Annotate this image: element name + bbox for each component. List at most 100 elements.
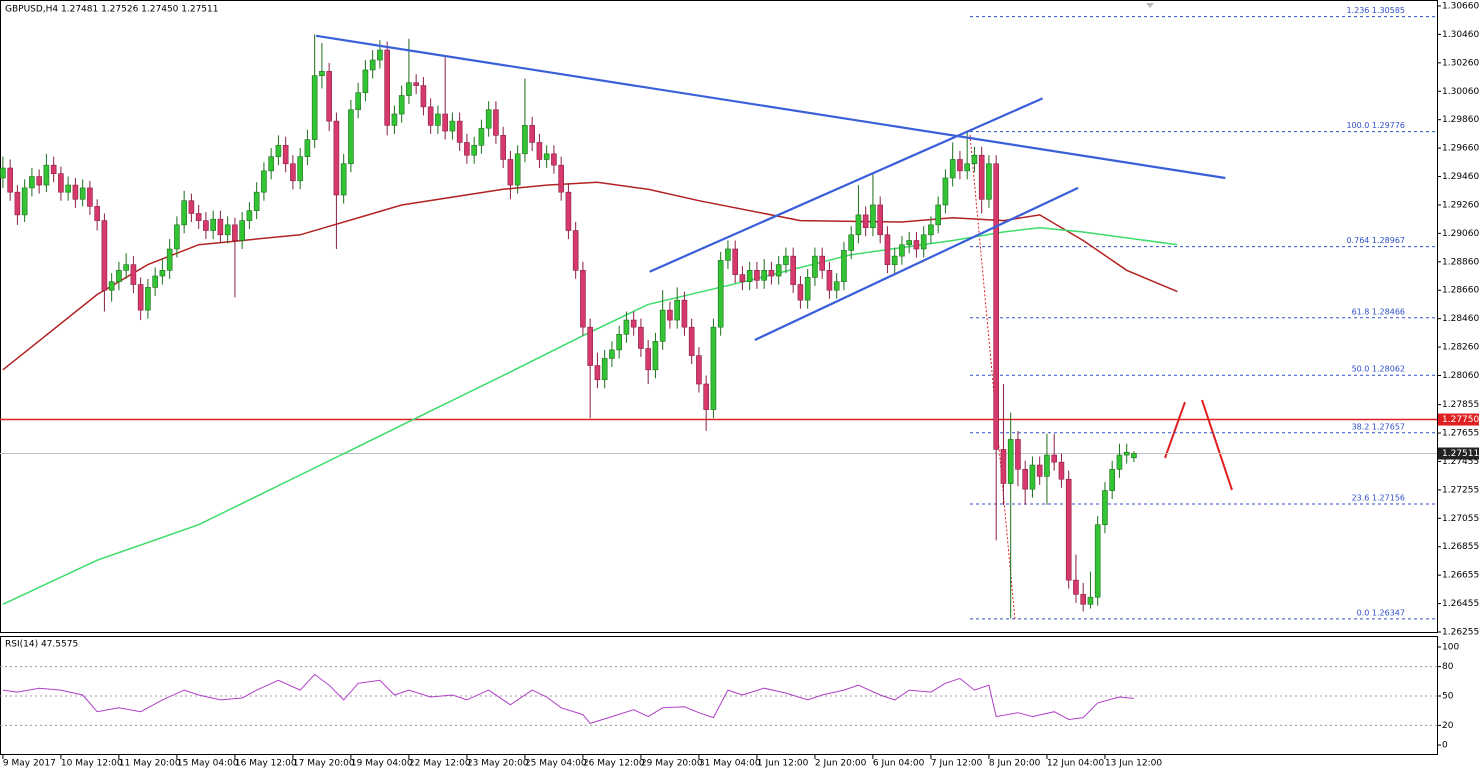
- candle-body: [783, 255, 789, 265]
- candle-body: [674, 299, 680, 321]
- candle-body: [804, 277, 811, 301]
- candle-body: [485, 109, 492, 129]
- candle-body: [833, 281, 840, 291]
- candle-body: [1087, 596, 1094, 605]
- candle-body: [855, 214, 862, 236]
- candle-body: [797, 284, 804, 301]
- candle-body: [899, 244, 905, 257]
- candle-body: [616, 333, 622, 351]
- candle-body: [420, 85, 427, 108]
- candle-body: [681, 299, 688, 328]
- candle-body: [377, 49, 383, 61]
- resistance-price-label: 1.27750: [1442, 415, 1479, 425]
- y-tick-label: 1.29060: [1442, 229, 1479, 239]
- x-tick-label: 26 May 12:00: [583, 759, 645, 769]
- candle-body: [435, 113, 441, 126]
- y-tick-label: 1.26855: [1442, 542, 1479, 552]
- last-price-box: [1438, 447, 1479, 460]
- fib-label: 0.764 1.28967: [1346, 236, 1405, 245]
- candle-body: [362, 69, 369, 93]
- candle-body: [1015, 439, 1021, 470]
- candle-body: [565, 191, 572, 231]
- x-tick-label: 16 May 12:00: [235, 759, 297, 769]
- y-tick-label: 1.30060: [1442, 87, 1479, 97]
- fib-label: 100.0 1.29776: [1346, 121, 1405, 130]
- candle-body: [1022, 468, 1028, 490]
- candle-body: [543, 153, 550, 160]
- candle-body: [348, 109, 354, 165]
- y-tick-label: 1.30460: [1442, 30, 1479, 40]
- candle-body: [333, 120, 340, 196]
- candle-body: [1080, 594, 1086, 605]
- candle-body: [739, 274, 746, 282]
- resistance-price-box: [1438, 413, 1479, 426]
- chart-title: GBPUSD,H4 1.27481 1.27526 1.27450 1.2751…: [5, 5, 218, 15]
- candle-body: [913, 240, 920, 250]
- x-tick-label: 19 May 04:00: [351, 759, 413, 769]
- candle-body: [891, 255, 898, 265]
- candle-body: [703, 383, 709, 410]
- candle-body: [1051, 454, 1057, 463]
- candle-body: [493, 109, 499, 136]
- candle-body: [558, 164, 564, 193]
- candle-body: [442, 113, 448, 132]
- candle-body: [391, 113, 398, 126]
- rsi-tick-label: 0: [1442, 741, 1448, 751]
- candle-body: [826, 270, 833, 291]
- candle-body: [906, 240, 912, 246]
- candle-body: [152, 275, 158, 288]
- y-tick-label: 1.30260: [1442, 58, 1479, 68]
- candle-body: [29, 176, 35, 189]
- candle-body: [790, 255, 796, 285]
- candle-body: [928, 224, 934, 236]
- candle-body: [957, 159, 963, 172]
- candle-body: [159, 270, 166, 277]
- candle-body: [870, 204, 876, 228]
- candle-body: [667, 309, 673, 321]
- candle-body: [137, 284, 144, 311]
- candle-body: [181, 200, 187, 226]
- candle-body: [456, 120, 463, 143]
- candle-body: [645, 348, 651, 371]
- candle-body: [311, 75, 318, 140]
- candle-body: [87, 187, 93, 207]
- y-tick-label: 1.26255: [1442, 628, 1479, 638]
- candle-body: [326, 71, 332, 122]
- candle-body: [116, 270, 122, 282]
- candle-body: [594, 365, 601, 381]
- candle-body: [623, 319, 630, 335]
- y-tick-label: 1.28060: [1442, 371, 1479, 381]
- candle-body: [1094, 524, 1101, 598]
- candle-body: [478, 127, 485, 146]
- candle-body: [406, 82, 412, 96]
- y-tick-label: 1.26455: [1442, 599, 1479, 609]
- candle-body: [50, 164, 57, 174]
- candle-body: [290, 163, 296, 182]
- x-tick-label: 22 May 12:00: [409, 759, 471, 769]
- candle-body: [848, 234, 854, 251]
- x-tick-label: 25 May 04:00: [525, 759, 587, 769]
- candle-body: [14, 191, 21, 216]
- candle-body: [246, 210, 253, 221]
- x-tick-label: 31 May 04:00: [699, 759, 761, 769]
- candle-body: [500, 135, 506, 160]
- y-tick-label: 1.28260: [1442, 343, 1479, 353]
- candle-body: [688, 326, 695, 356]
- x-tick-label: 12 Jun 04:00: [1047, 759, 1104, 769]
- candle-body: [587, 326, 593, 366]
- candle-body: [7, 167, 13, 193]
- candle-body: [725, 248, 731, 261]
- candle-body: [775, 264, 782, 277]
- candle-body: [580, 270, 586, 328]
- last-price-label: 1.27511: [1442, 449, 1479, 459]
- fib-label: 1.236 1.30585: [1346, 6, 1405, 15]
- candle-body: [427, 106, 434, 126]
- candle-body: [572, 230, 579, 271]
- candle-body: [79, 187, 86, 200]
- rsi-tick-label: 20: [1442, 721, 1454, 731]
- candle-body: [877, 204, 883, 236]
- candle-body: [514, 153, 521, 186]
- candle-body: [232, 224, 238, 241]
- candle-body: [174, 224, 180, 250]
